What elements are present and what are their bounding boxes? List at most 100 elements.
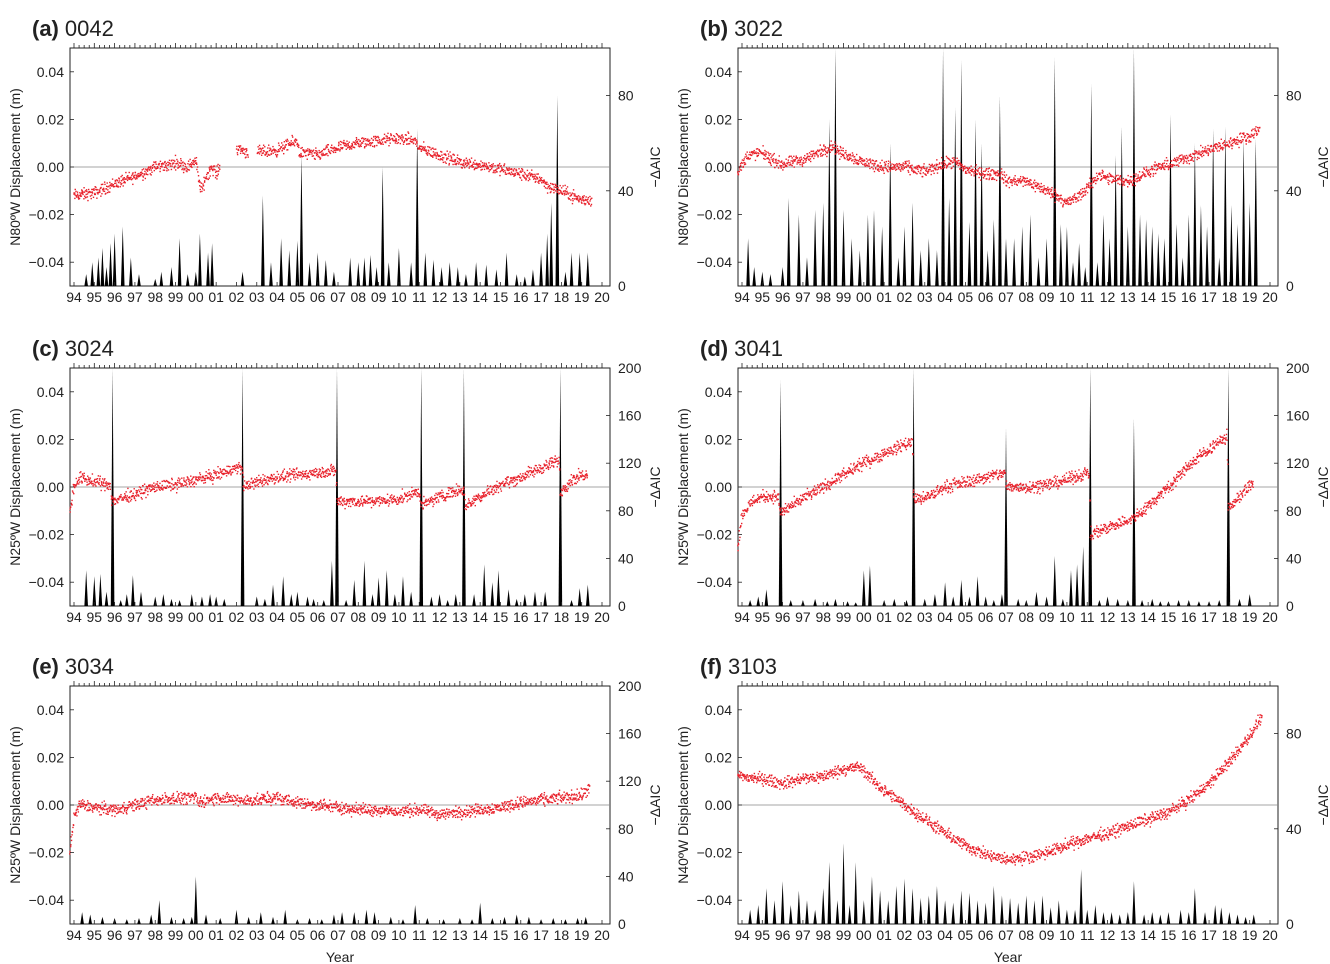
displacement-point	[375, 497, 377, 499]
displacement-point	[206, 178, 208, 180]
displacement-point	[367, 139, 369, 142]
displacement-point	[987, 174, 990, 176]
displacement-point	[437, 155, 440, 158]
displacement-point	[433, 148, 435, 150]
displacement-point	[373, 502, 376, 504]
displacement-point	[515, 169, 518, 171]
displacement-point	[171, 165, 173, 167]
x-tick-label: 17	[533, 289, 549, 305]
displacement-point	[103, 479, 105, 481]
displacement-point	[1172, 164, 1174, 167]
displacement-point	[903, 167, 905, 169]
displacement-point	[110, 498, 113, 500]
displacement-point	[1073, 194, 1075, 197]
displacement-point	[1241, 140, 1243, 143]
displacement-point	[509, 481, 511, 483]
displacement-point	[91, 480, 93, 483]
displacement-point	[424, 504, 426, 506]
displacement-point	[1187, 157, 1189, 159]
displacement-point	[303, 473, 306, 475]
displacement-point	[360, 145, 362, 148]
x-tick-label: 14	[472, 289, 488, 305]
displacement-point	[155, 163, 157, 165]
displacement-point	[547, 183, 549, 186]
displacement-point	[205, 176, 208, 178]
displacement-point	[961, 165, 964, 168]
displacement-point	[572, 189, 575, 191]
chart-panel-3024: 94 95 96 97 98 99 00 01 02 03 04 05 06 07 08 09 10 11 12 13…	[7, 336, 663, 625]
displacement-point	[1258, 130, 1260, 133]
displacement-point	[535, 464, 537, 467]
displacement-point	[455, 483, 458, 485]
displacement-point	[209, 476, 212, 478]
displacement-point	[122, 185, 124, 187]
displacement-point	[962, 169, 964, 172]
displacement-point	[578, 200, 580, 202]
displacement-point	[107, 482, 109, 484]
displacement-point	[99, 190, 101, 192]
displacement-point	[1228, 142, 1231, 144]
displacement-point	[1189, 159, 1192, 161]
displacement-point	[1029, 178, 1031, 181]
displacement-point	[280, 142, 283, 144]
displacement-point	[1025, 181, 1027, 184]
displacement-point	[894, 167, 896, 169]
displacement-point	[833, 146, 835, 149]
displacement-point	[553, 461, 555, 464]
displacement-point	[453, 154, 456, 156]
displacement-point	[756, 155, 758, 158]
displacement-point	[820, 152, 822, 154]
displacement-point	[1034, 190, 1037, 193]
displacement-point	[549, 182, 552, 185]
aic-spike	[198, 233, 202, 286]
aic-spike	[295, 240, 300, 286]
displacement-point	[450, 487, 452, 490]
displacement-point	[343, 142, 346, 144]
aic-spike	[112, 233, 117, 286]
displacement-point	[766, 157, 769, 160]
displacement-point	[92, 485, 94, 487]
displacement-point	[360, 502, 362, 505]
displacement-point	[883, 172, 885, 175]
displacement-point	[544, 181, 547, 183]
displacement-point	[435, 501, 438, 503]
displacement-point	[437, 492, 439, 494]
displacement-point	[130, 176, 132, 179]
displacement-point	[827, 150, 829, 152]
displacement-point	[590, 203, 593, 206]
displacement-point	[534, 468, 536, 470]
displacement-point	[546, 192, 549, 194]
displacement-point	[978, 176, 980, 179]
displacement-point	[581, 470, 584, 472]
displacement-point	[446, 495, 448, 498]
displacement-point	[146, 487, 148, 490]
displacement-point	[432, 500, 434, 503]
displacement-point	[529, 470, 531, 472]
displacement-point	[298, 146, 300, 149]
displacement-point	[347, 498, 349, 501]
displacement-point	[264, 475, 266, 477]
displacement-point	[982, 170, 985, 173]
displacement-point	[416, 495, 419, 498]
displacement-point	[1088, 185, 1090, 187]
displacement-point	[747, 158, 749, 160]
displacement-point	[589, 198, 592, 200]
displacement-point	[992, 177, 994, 179]
displacement-point	[462, 494, 464, 496]
displacement-point	[82, 193, 84, 196]
displacement-point	[984, 174, 986, 176]
displacement-point	[150, 174, 152, 176]
displacement-point	[92, 196, 95, 199]
displacement-point	[217, 173, 219, 175]
displacement-point	[543, 185, 546, 187]
displacement-point	[180, 483, 182, 485]
displacement-point	[71, 504, 73, 506]
displacement-point	[798, 159, 800, 161]
displacement-point	[341, 141, 343, 143]
displacement-point	[135, 175, 138, 177]
displacement-point	[815, 150, 818, 153]
displacement-point	[127, 175, 129, 177]
displacement-point	[1100, 178, 1102, 181]
displacement-point	[1172, 163, 1174, 166]
displacement-point	[277, 481, 280, 483]
